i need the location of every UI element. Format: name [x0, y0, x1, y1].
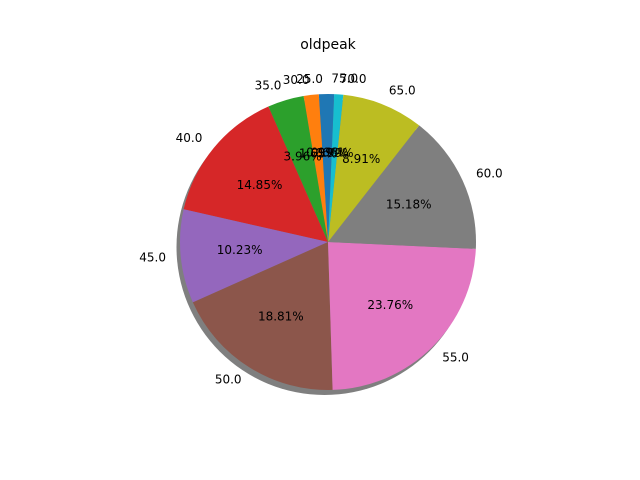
slice-percent-label: 1.65%: [299, 146, 337, 160]
pie-slice-50.0: [192, 242, 333, 390]
pie-slice-40.0: [183, 106, 328, 242]
slice-percent-label: 18.81%: [258, 310, 304, 324]
pie-slice-25.0: [318, 94, 328, 242]
pie-slices: [180, 94, 476, 390]
slice-percent-label: 23.76%: [367, 298, 413, 312]
slice-label: 25.0: [296, 72, 323, 86]
pie-labels: 25.0 0.99% 30.0 1.65% 35.0 3.96% 40.0 14.85% 45.…: [139, 72, 502, 387]
slice-percent-label: 10.23%: [217, 243, 263, 257]
pie-slice-35.0: [268, 96, 328, 242]
slice-percent-label: 0.66%: [311, 146, 349, 160]
slice-label: 70.0: [340, 72, 367, 86]
slice-label: 45.0: [139, 251, 166, 265]
chart-title: oldpeak: [300, 37, 356, 53]
pie-slice-60.0: [328, 125, 476, 249]
slice-label: 75.0: [331, 72, 358, 86]
slice-label: 35.0: [255, 79, 282, 93]
slice-label: 55.0: [442, 351, 469, 365]
pie-slice-55.0: [328, 242, 476, 390]
slice-label: 30.0: [283, 73, 310, 87]
slice-label: 40.0: [176, 131, 203, 145]
pie-slice-75.0: [328, 94, 335, 242]
slice-label: 50.0: [215, 372, 242, 386]
slice-percent-label: 0.99%: [306, 146, 344, 160]
pie-slice-70.0: [328, 94, 344, 243]
slice-label: 65.0: [389, 84, 416, 98]
slice-percent-label: 8.91%: [342, 152, 380, 166]
slice-percent-label: 14.85%: [237, 178, 283, 192]
slice-percent-label: 15.18%: [386, 197, 432, 211]
pie-slice-65.0: [328, 94, 420, 242]
slice-label: 60.0: [476, 167, 503, 181]
pie-slice-30.0: [303, 94, 328, 243]
pie-slice-45.0: [180, 209, 328, 303]
slice-percent-label: 3.96%: [284, 149, 322, 163]
slice-percent-label: 0.99%: [315, 146, 353, 160]
